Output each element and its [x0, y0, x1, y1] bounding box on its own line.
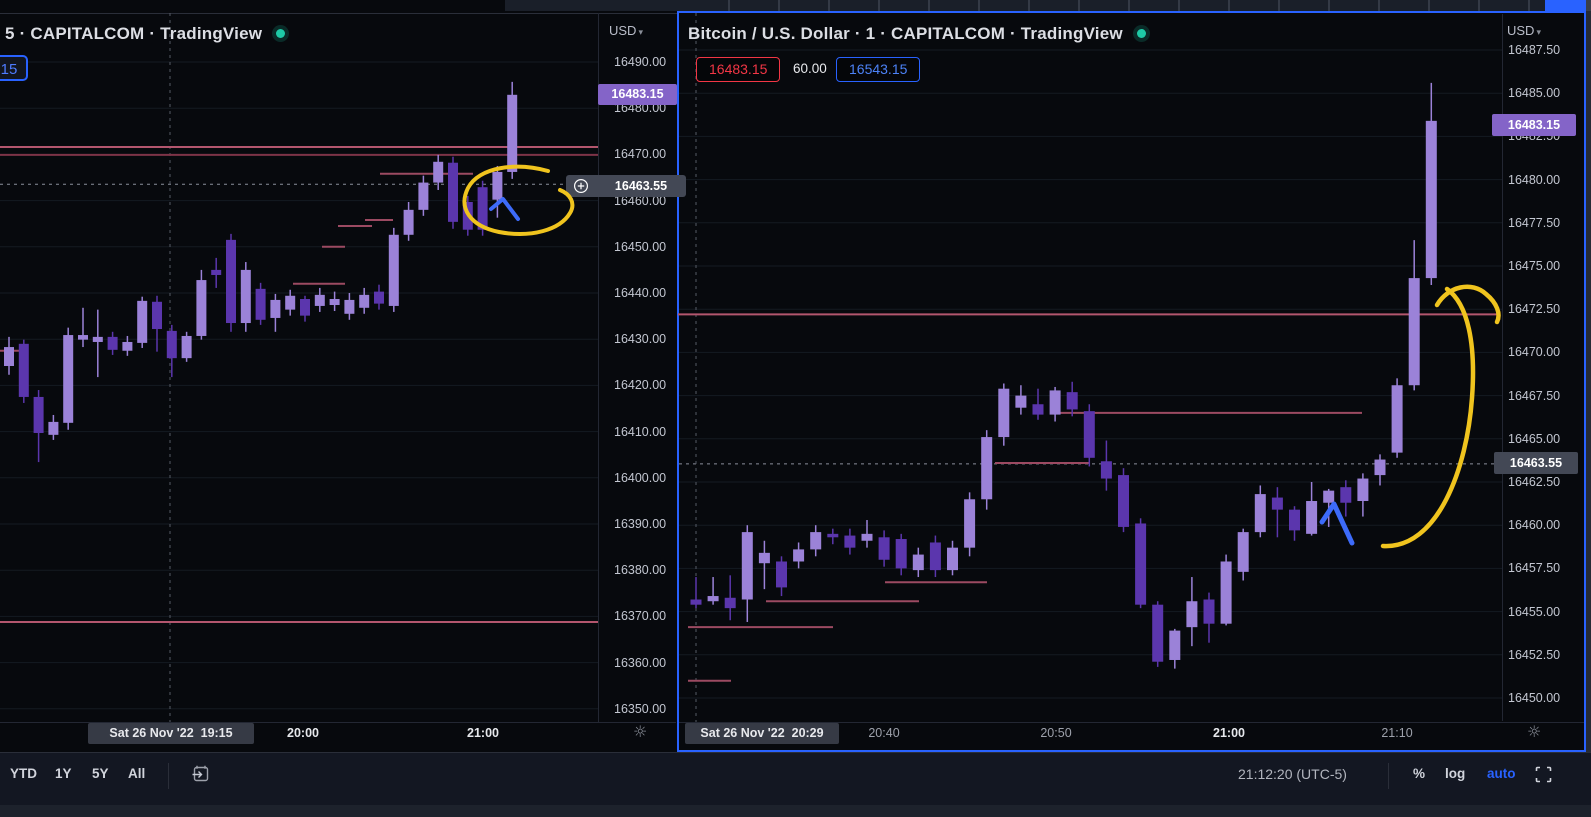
- timezone-settings-icon[interactable]: ☼: [1527, 722, 1542, 741]
- left-currency-dropdown[interactable]: USD ▾: [609, 23, 643, 38]
- left-price-axis-separator: [598, 13, 599, 722]
- price-tick-label: 16490.00: [614, 55, 667, 69]
- crosshair-plus-icon: [566, 175, 596, 197]
- left-chart-title-text: 5 · CAPITALCOM · TradingView: [5, 24, 263, 43]
- price-tick-label: 16452.50: [1508, 647, 1561, 662]
- price-tick-label: 16360.00: [614, 655, 667, 670]
- left-chart-title: 5 · CAPITALCOM · TradingView: [5, 24, 286, 44]
- price-tick-label: 16487.50: [1508, 43, 1561, 57]
- range-button-ytd[interactable]: YTD: [10, 766, 37, 781]
- price-tick-label: 16390.00: [614, 517, 667, 531]
- price-tick-label: 16460.00: [1508, 518, 1561, 533]
- left-chart-panel[interactable]: [0, 13, 677, 753]
- chevron-down-icon: ▾: [1536, 27, 1541, 37]
- time-tick-label: 21:10: [1381, 726, 1413, 740]
- price-tick-label: 16420.00: [614, 378, 667, 393]
- price-tick-label: 16460.00: [614, 193, 667, 208]
- time-tick-label: 20:00: [287, 726, 319, 740]
- price-tick-label: 16465.00: [1508, 431, 1561, 446]
- window-right-edge: [1586, 11, 1591, 752]
- interval-input-badge[interactable]: 15: [0, 55, 28, 81]
- price-tick-label: 16480.00: [1508, 172, 1561, 187]
- price-tick-label: 16450.00: [1508, 691, 1561, 705]
- price-tick-label: 16475.00: [1508, 259, 1561, 273]
- range-button-1y[interactable]: 1Y: [55, 766, 72, 781]
- price-tick-label: 16470.00: [614, 147, 667, 162]
- toolbar-divider: [168, 763, 169, 789]
- time-tick-label: 21:00: [467, 726, 499, 740]
- market-status-dot: [276, 29, 286, 38]
- right-price-axis-separator: [1502, 14, 1503, 721]
- session-clock[interactable]: 21:12:20 (UTC-5): [1238, 766, 1347, 782]
- window-top-strip-separators: [680, 0, 1540, 11]
- right-chart-title: Bitcoin / U.S. Dollar · 1 · CAPITALCOM ·…: [688, 24, 1146, 44]
- window-top-strip-accent: [1545, 0, 1586, 11]
- range-button-all[interactable]: All: [128, 766, 146, 781]
- buy-price-badge[interactable]: 16543.15: [836, 57, 921, 82]
- price-tick-label: 16457.50: [1508, 561, 1561, 576]
- left-currency-label: USD: [609, 23, 637, 38]
- price-tick-label: 16455.00: [1508, 604, 1561, 619]
- percent-scale-button[interactable]: %: [1413, 766, 1426, 781]
- window-bottom-strip: [0, 805, 1591, 817]
- price-tick-label: 16380.00: [614, 563, 667, 578]
- right-currency-dropdown[interactable]: USD ▾: [1507, 23, 1541, 38]
- right-currency-label: USD: [1507, 23, 1535, 38]
- right-time-axis-separator: [679, 722, 1584, 723]
- price-tick-label: 16485.00: [1508, 86, 1561, 101]
- price-tick-label: 16462.50: [1508, 475, 1561, 489]
- left-time-axis-separator: [0, 722, 676, 723]
- time-tick-label: 21:00: [1213, 726, 1245, 740]
- sell-price-badge[interactable]: 16483.15: [696, 57, 781, 82]
- time-tick-label: 20:40: [868, 726, 900, 740]
- left-last-price-badge: 16483.15: [598, 84, 677, 105]
- log-scale-button[interactable]: log: [1445, 766, 1466, 781]
- price-tick-label: 16370.00: [614, 609, 667, 624]
- time-tick-label: 20:50: [1040, 726, 1072, 740]
- right-crosshair-price-badge: 16463.55: [1494, 452, 1578, 474]
- right-chart-title-text: Bitcoin / U.S. Dollar · 1 · CAPITALCOM ·…: [688, 24, 1123, 43]
- chevron-down-icon: ▾: [638, 27, 643, 37]
- window-top-strip-nub: [1586, 0, 1591, 11]
- price-tick-label: 16350.00: [614, 701, 667, 716]
- bottom-toolbar: [0, 752, 1591, 805]
- price-tick-label: 16470.00: [1508, 345, 1561, 360]
- auto-scale-button[interactable]: auto: [1487, 766, 1516, 781]
- price-tick-label: 16400.00: [614, 470, 667, 485]
- left-crosshair-price-value: 16463.55: [596, 175, 686, 197]
- price-tick-label: 16430.00: [614, 332, 667, 347]
- price-tick-label: 16440.00: [614, 286, 667, 300]
- price-tick-label: 16472.50: [1508, 302, 1561, 317]
- right-last-price-badge: 16483.15: [1492, 114, 1576, 136]
- price-tick-label: 16477.50: [1508, 215, 1561, 230]
- market-status-dot: [1136, 29, 1146, 38]
- range-button-5y[interactable]: 5Y: [92, 766, 109, 781]
- spread-value: 60.00: [793, 61, 827, 76]
- price-tick-label: 16450.00: [614, 239, 667, 254]
- right-chart-panel[interactable]: [677, 11, 1586, 752]
- price-tick-label: 16410.00: [614, 424, 667, 439]
- left-crosshair-time-badge: Sat 26 Nov '22 19:15: [88, 723, 254, 744]
- toolbar-divider: [1388, 763, 1389, 789]
- right-crosshair-time-badge: Sat 26 Nov '22 20:29: [685, 723, 839, 744]
- left-crosshair-price-badge: 16463.55: [566, 175, 686, 197]
- timezone-settings-icon[interactable]: ☼: [633, 722, 648, 741]
- price-tick-label: 16467.50: [1508, 388, 1561, 403]
